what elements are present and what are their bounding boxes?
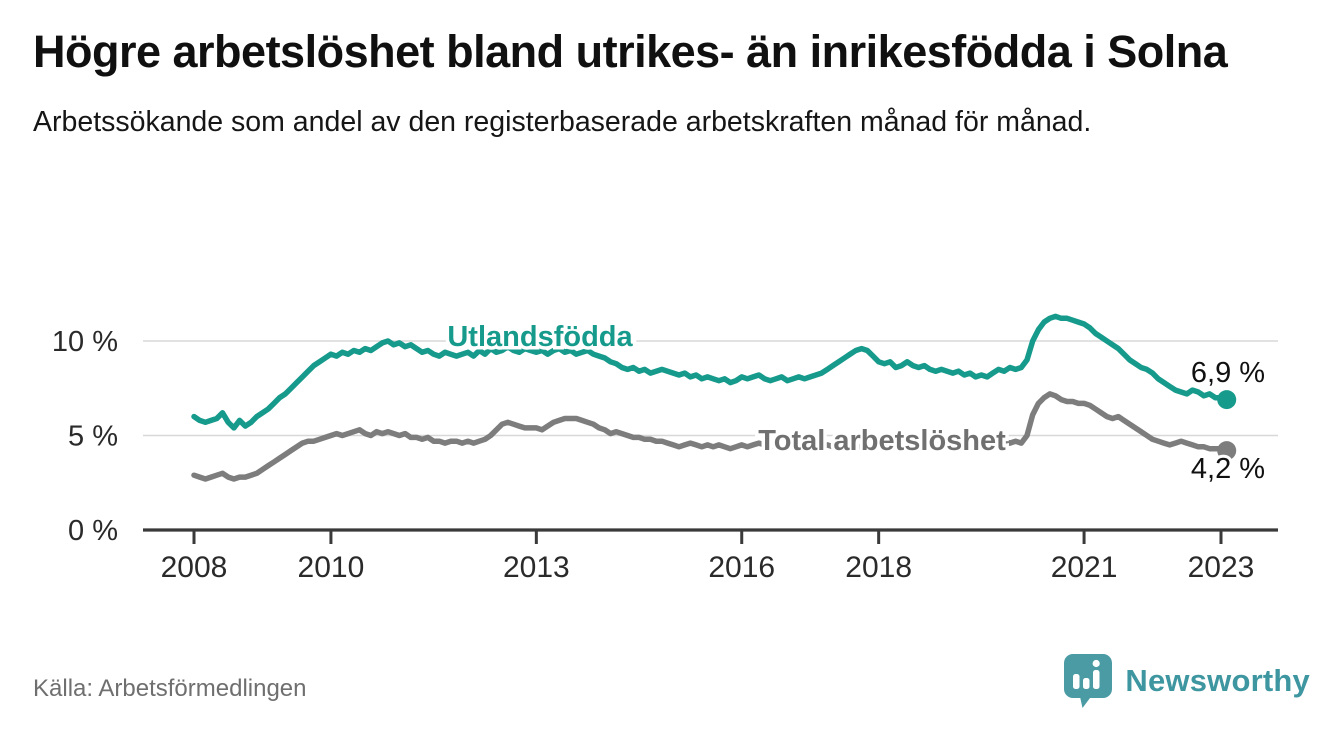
value-label: 4,2 % <box>1191 453 1265 485</box>
chart-footer: Källa: Arbetsförmedlingen Newsworthy <box>0 645 1340 734</box>
svg-text:2013: 2013 <box>503 551 570 584</box>
chart-subtitle: Arbetssökande som andel av den registerb… <box>33 105 1092 138</box>
svg-text:2018: 2018 <box>845 551 912 584</box>
chart-svg: 2008 2010 2013 2016 2018 2021 2023 0 % 5 % 10 % Ut… <box>52 313 1278 584</box>
svg-text:2010: 2010 <box>298 551 365 584</box>
newsworthy-logo-icon <box>1064 654 1113 708</box>
svg-text:2023: 2023 <box>1188 551 1255 584</box>
svg-text:0 %: 0 % <box>68 515 118 547</box>
brand-logo: Newsworthy <box>1063 653 1310 709</box>
svg-text:10 %: 10 % <box>52 326 118 358</box>
brand-name: Newsworthy <box>1125 663 1310 698</box>
source-note: Källa: Arbetsförmedlingen <box>33 675 307 702</box>
svg-text:5 %: 5 % <box>68 421 118 453</box>
value-label: 6,9 % <box>1191 357 1265 389</box>
series-label: Total arbetslöshet <box>758 425 1006 457</box>
svg-text:2008: 2008 <box>161 551 228 584</box>
series-label: Utlandsfödda <box>447 321 633 353</box>
page-title: Högre arbetslöshet bland utrikes- än inr… <box>33 26 1228 77</box>
svg-text:2021: 2021 <box>1051 551 1118 584</box>
svg-text:2016: 2016 <box>708 551 775 584</box>
chart-header: Högre arbetslöshet bland utrikes- än inr… <box>33 26 1313 142</box>
line-chart: 2008 2010 2013 2016 2018 2021 2023 0 % 5 % 10 % Ut… <box>0 285 1340 585</box>
